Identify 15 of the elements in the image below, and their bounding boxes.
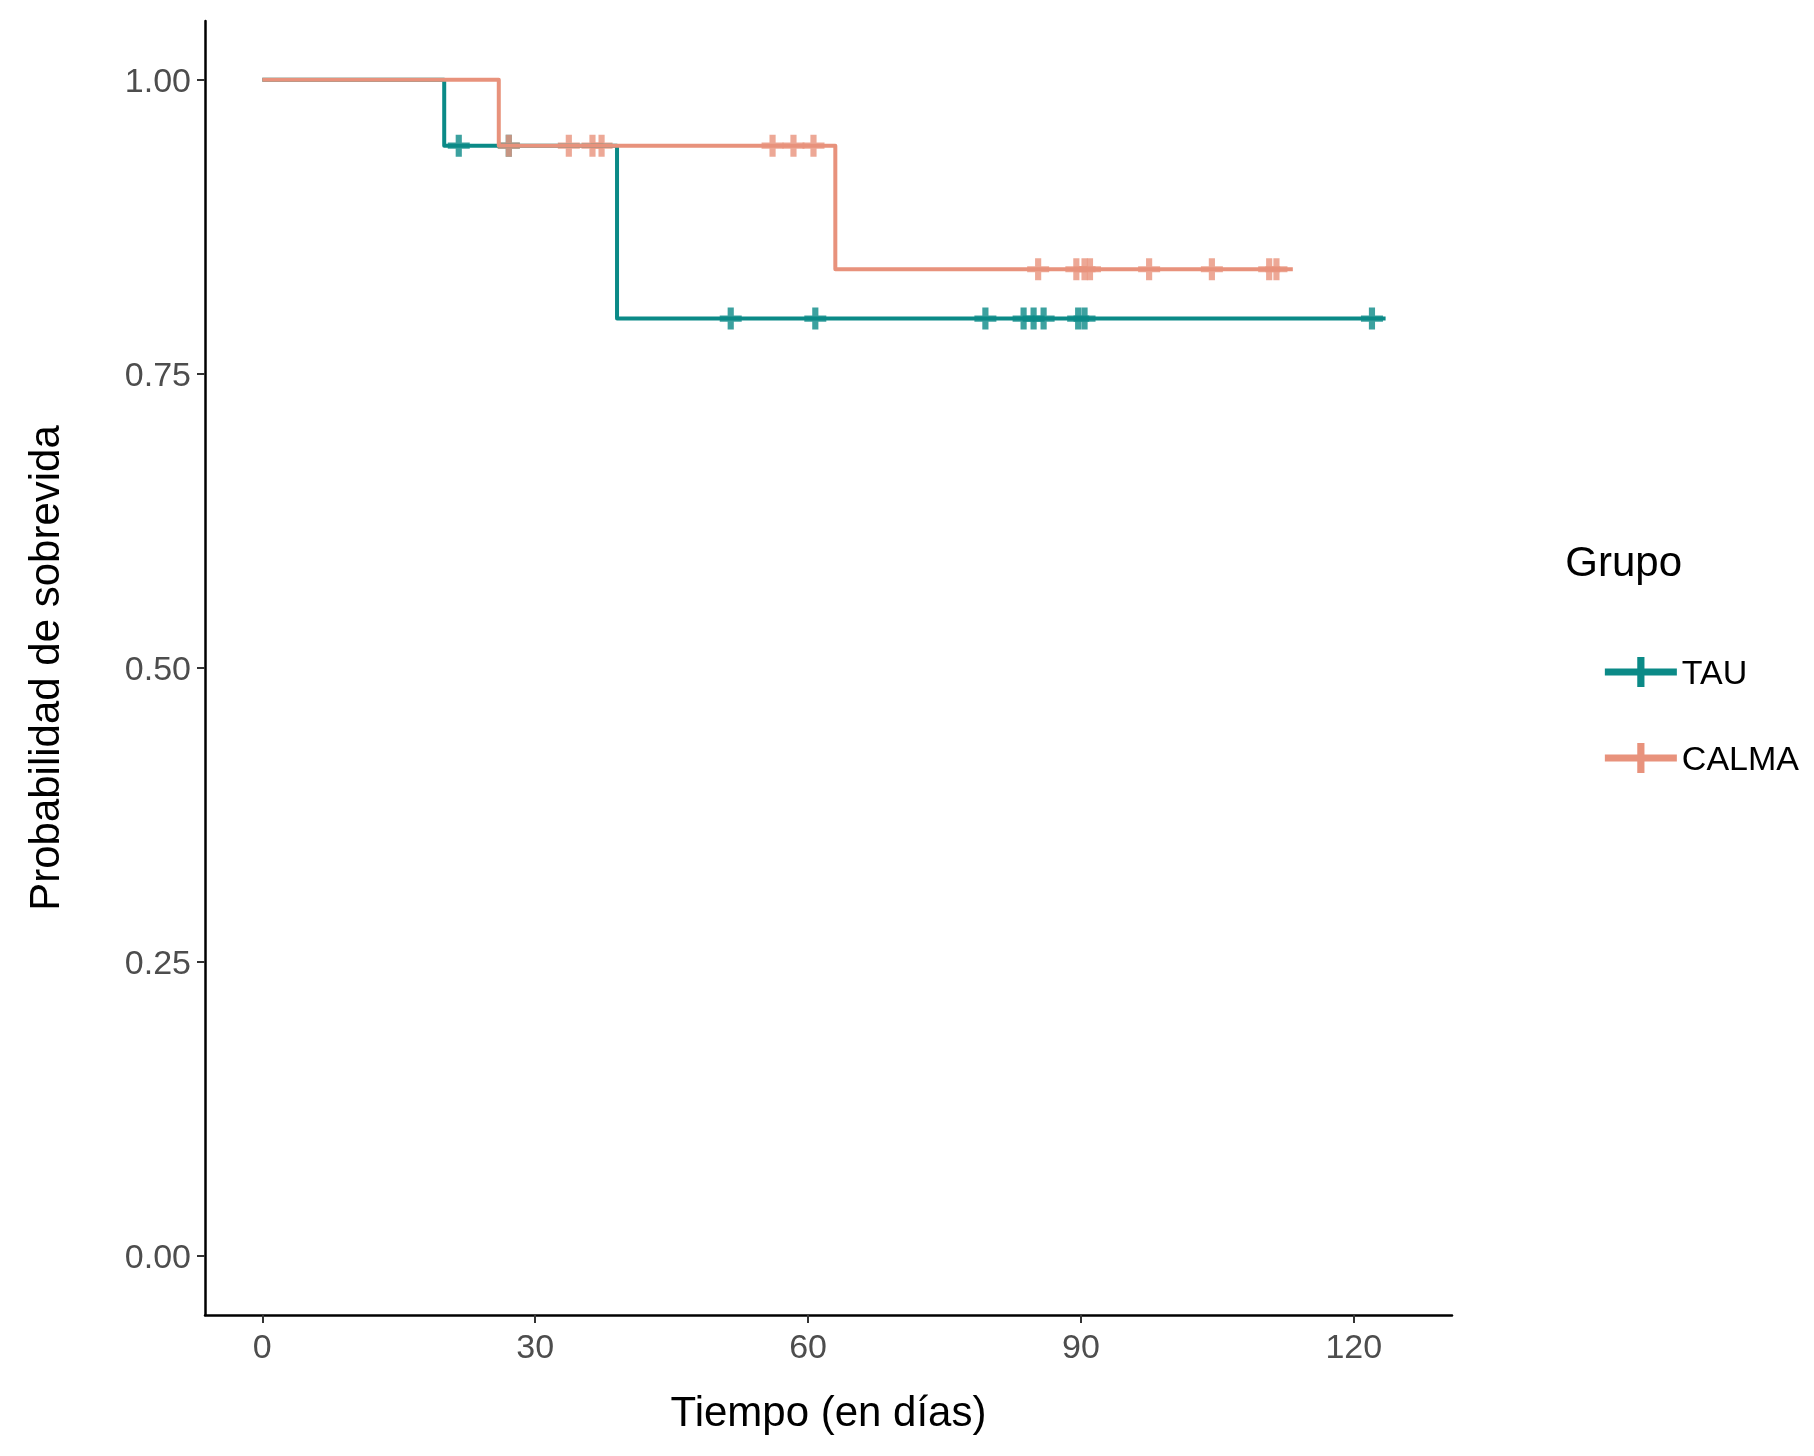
legend-title: Grupo [1565,537,1682,585]
legend-label: CALMA [1681,739,1800,777]
y-tick-label: 0.00 [124,1237,191,1276]
x-tick-label: 120 [1325,1327,1383,1365]
y-axis-title: Probabilidad de sobrevida [20,424,68,911]
x-axis-title: Tiempo (en días) [670,1387,987,1435]
y-tick-label: 1.00 [124,60,191,99]
x-tick-label: 0 [252,1327,272,1365]
y-tick-label: 0.25 [124,943,191,982]
y-tick-label: 0.75 [124,354,191,393]
x-tick-label: 30 [516,1327,555,1365]
x-tick-label: 90 [1061,1327,1100,1365]
y-tick-label: 0.50 [124,649,191,687]
legend-label: TAU [1681,653,1748,691]
x-tick-label: 60 [789,1327,827,1365]
